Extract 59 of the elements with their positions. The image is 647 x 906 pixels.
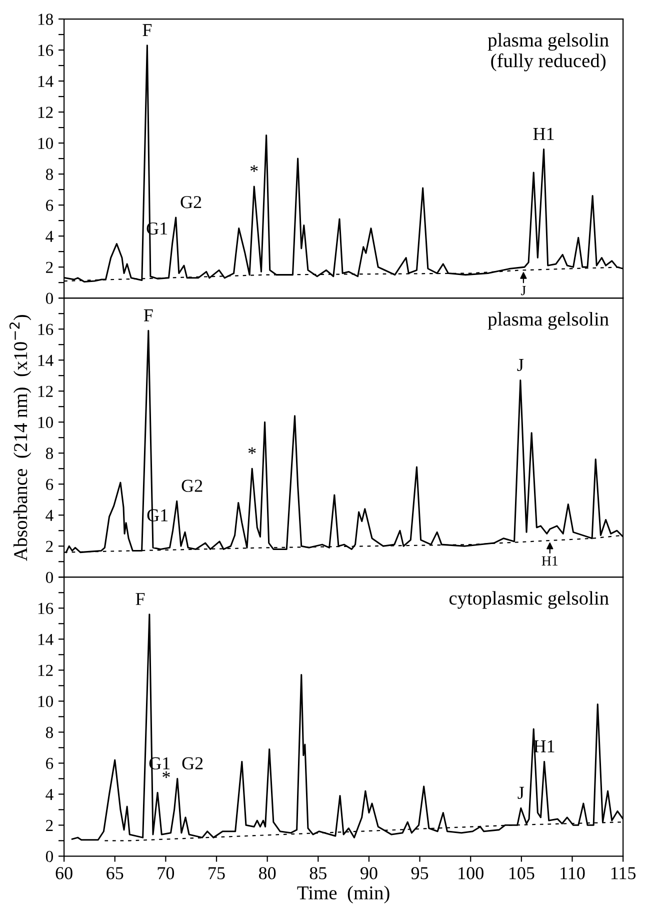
text: plasma gelsolin — [488, 312, 609, 330]
x-tick-label: 70 — [158, 867, 174, 880]
y-tick-label: 12 — [38, 386, 53, 397]
x-tick-label: 100 — [458, 867, 484, 880]
y-tick-label: 12 — [38, 106, 53, 118]
y-tick-label: 18 — [38, 14, 53, 25]
text: plasma gelsolin (fully reduced) — [488, 32, 609, 72]
x-tick-label: 90 — [360, 867, 378, 880]
x-tick-label: 85 — [310, 867, 326, 880]
y-tick-label: 12 — [38, 664, 53, 676]
annotation: * — [248, 447, 256, 454]
x-tick-label: 105 — [509, 867, 534, 880]
y-tick-label: 16 — [38, 602, 54, 614]
x-axis-title: Time (min) — [297, 886, 390, 904]
y-tick-label: 4 — [46, 230, 54, 242]
y-tick-label: 16 — [38, 44, 54, 56]
y-tick-label: 14 — [38, 76, 54, 87]
x-tick-label: 60 — [56, 867, 72, 880]
x-tick-label: 75 — [208, 867, 225, 880]
y-tick-label: 14 — [38, 354, 54, 366]
annotation: H1 — [533, 128, 554, 140]
y-tick-label: 14 — [38, 634, 54, 645]
annotation: F — [144, 309, 153, 322]
annotation: G2 — [182, 480, 202, 492]
y-tick-label: 8 — [46, 168, 53, 180]
y-tick-label: 8 — [46, 726, 53, 738]
x-tick-label: 80 — [258, 867, 276, 880]
text: cytoplasmic gelsolin — [449, 591, 609, 609]
annotation: * — [250, 165, 258, 172]
y-tick-label: 10 — [38, 696, 53, 708]
x-tick-label: 65 — [106, 867, 124, 880]
y-tick-label: 8 — [46, 448, 53, 460]
y-tick-label: 0 — [46, 572, 53, 584]
y-tick-label: 0 — [46, 850, 53, 862]
y-axis-title: Absorbance (214 nm) (x10$^{−2}$) — [9, 314, 32, 561]
y-tick-label: 4 — [46, 788, 54, 800]
annotation: * — [162, 771, 170, 778]
annotation: J — [517, 359, 524, 372]
y-tick-label: 6 — [46, 200, 54, 212]
y-tick-label: 6 — [46, 478, 54, 490]
y-tick-label: 2 — [46, 820, 53, 831]
x-tick-label: 95 — [411, 867, 428, 880]
annotation: G2 — [182, 757, 203, 770]
annotation: J — [518, 786, 524, 799]
y-tick-label: 10 — [38, 416, 53, 428]
annotation: H1 — [542, 556, 558, 566]
y-tick-label: 6 — [46, 758, 54, 770]
y-tick-label: 0 — [46, 292, 53, 304]
x-tick-label: 115 — [611, 867, 636, 880]
y-tick-label: 2 — [46, 262, 53, 273]
annotation: J — [521, 286, 526, 296]
annotation: F — [136, 593, 145, 605]
annotation: G2 — [180, 196, 202, 208]
y-tick-label: 16 — [38, 324, 54, 336]
y-tick-label: 10 — [38, 138, 53, 149]
y-tick-label: 4 — [46, 510, 54, 521]
x-tick-label: 110 — [560, 867, 585, 880]
y-tick-label: 2 — [46, 540, 53, 552]
annotation: F — [142, 24, 152, 36]
